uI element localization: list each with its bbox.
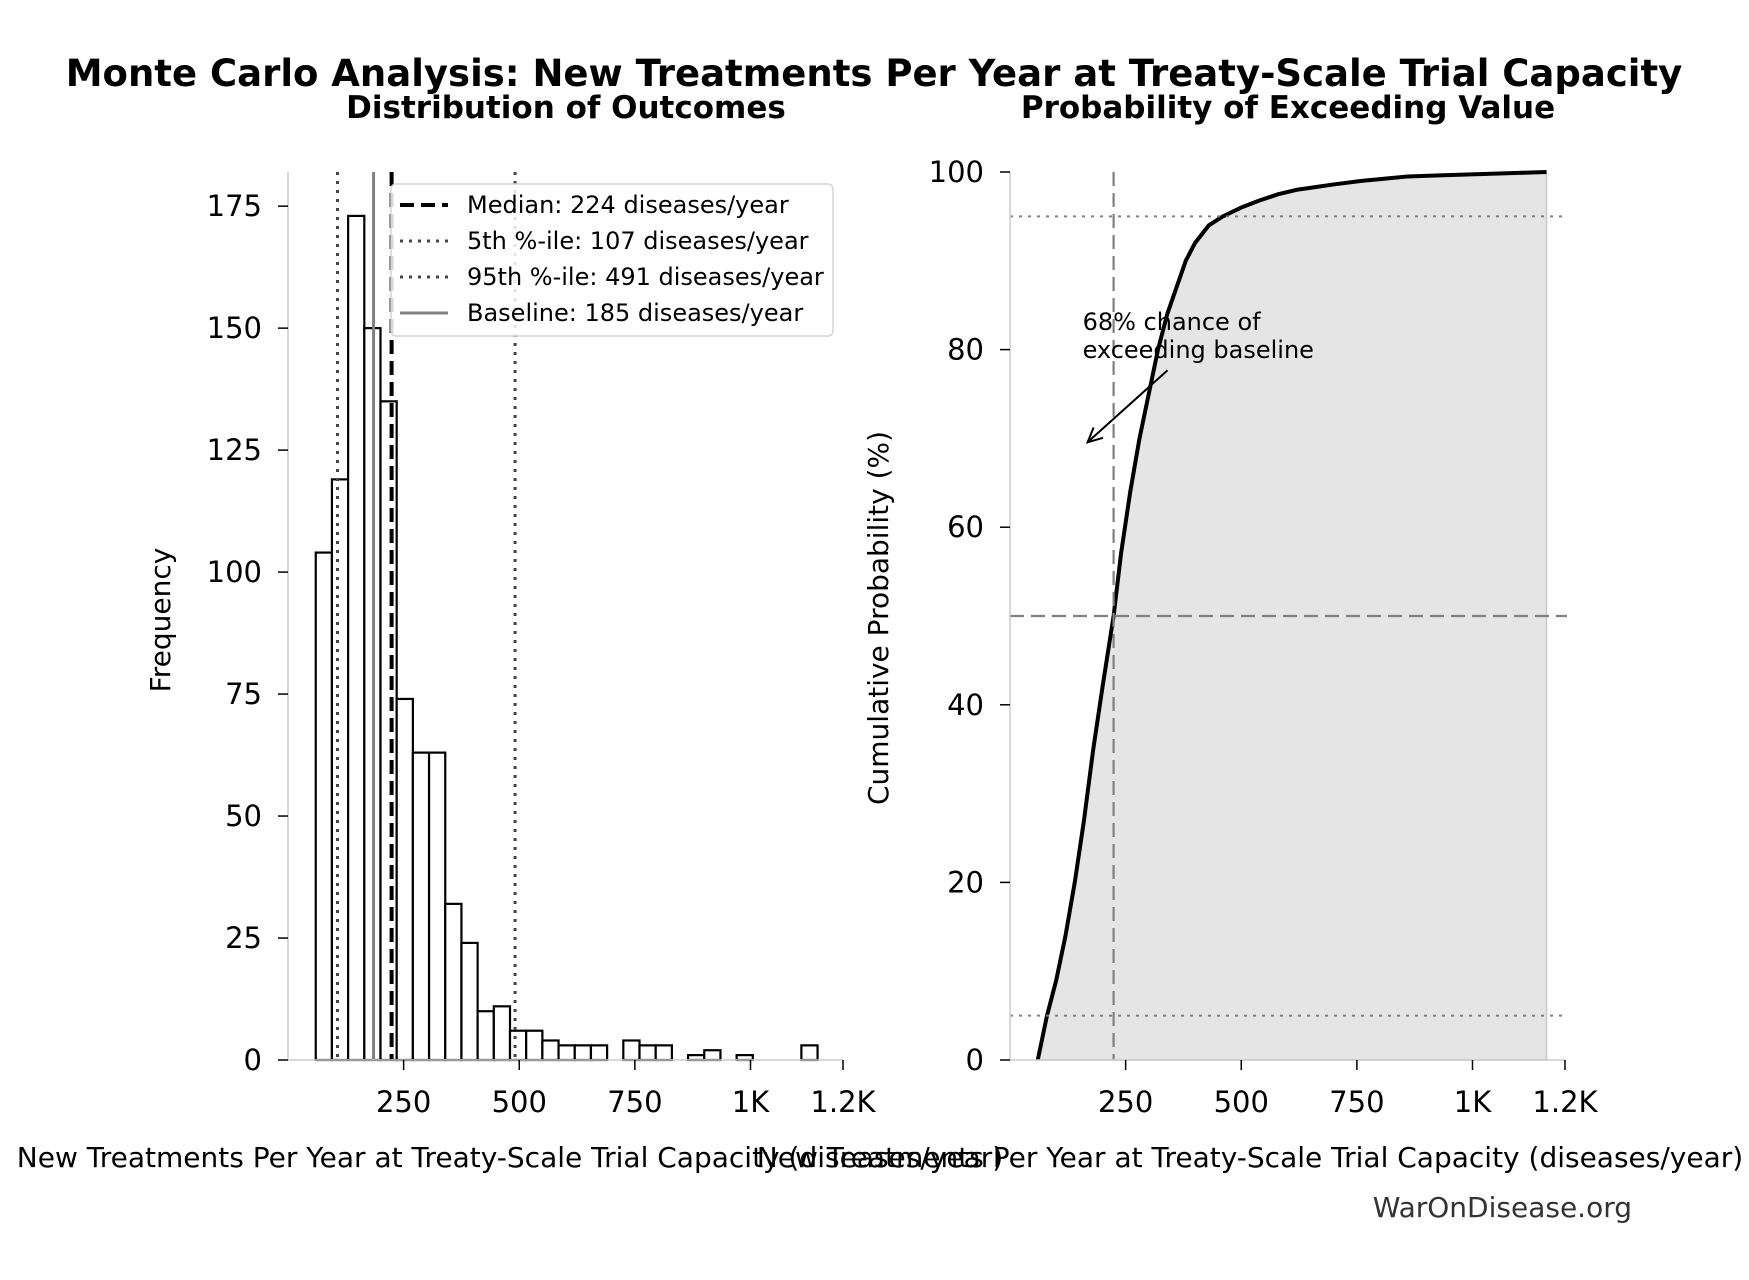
cdf-x-tick-label: 1.2K <box>1532 1085 1598 1119</box>
histogram-panel: Distribution of Outcomes 0 25 50 75 100 125 15… <box>17 90 1003 1174</box>
cdf-y-tick-label: 20 <box>947 865 984 899</box>
histogram-bar <box>654 1044 673 1062</box>
histogram-bar <box>476 1010 495 1062</box>
cdf-ylabel: Cumulative Probability (%) <box>862 431 895 805</box>
histogram-y-tick-label: 125 <box>207 433 262 467</box>
histogram-y-tick-label: 175 <box>207 189 262 223</box>
histogram-bar <box>525 1029 544 1062</box>
histogram-xlabel: New Treatments Per Year at Treaty-Scale … <box>17 1141 1003 1174</box>
histogram-bar <box>573 1044 593 1062</box>
histogram-y-tick-label: 100 <box>207 555 262 589</box>
annotation-arrow <box>1086 369 1169 444</box>
histogram-x-tick-label: 250 <box>376 1085 431 1119</box>
histogram-axes: 0 25 50 75 100 125 150 175 250 500 750 1K 1.2K <box>207 172 877 1119</box>
histogram-bar <box>557 1044 576 1062</box>
watermark: WarOnDisease.org <box>1373 1191 1632 1224</box>
histogram-y-tick-label: 0 <box>244 1043 262 1077</box>
cdf-xlabel: New Treatments Per Year at Treaty-Scale … <box>757 1141 1743 1174</box>
cdf-y-tick-label: 60 <box>947 510 984 544</box>
annotation-text: exceeding baseline <box>1083 336 1314 364</box>
histogram-bar <box>703 1049 722 1062</box>
cdf-axes: 0 20 40 60 80 100 250 500 750 1K 1.2K <box>929 155 1599 1119</box>
legend-box <box>390 183 834 337</box>
histogram-bar <box>460 941 479 1062</box>
histogram-bar <box>638 1044 657 1062</box>
histogram-bar <box>800 1044 819 1062</box>
histogram-bar <box>508 1029 528 1062</box>
histogram-y-tick-label: 25 <box>225 921 262 955</box>
histogram-ylabel: Frequency <box>144 548 177 693</box>
histogram-bar <box>411 751 431 1062</box>
histogram-bar <box>444 902 463 1062</box>
histogram-bar <box>379 400 398 1062</box>
cdf-line <box>1035 170 1547 1061</box>
histogram-y-tick-label: 150 <box>207 311 262 345</box>
cdf-y-tick-label: 100 <box>929 155 984 189</box>
histogram-legend: Median: 224 diseases/year 5th %-ile: 107 … <box>390 183 834 337</box>
histogram-bar <box>622 1039 641 1062</box>
cdf-panel: Probability of Exceeding Value 0 20 40 60 80… <box>757 90 1743 1174</box>
cdf-x-tick-label: 750 <box>1329 1085 1384 1119</box>
histogram-bar <box>347 214 366 1062</box>
histogram-y-tick-label: 75 <box>225 677 262 711</box>
annotation-text: 68% chance of <box>1083 308 1262 336</box>
legend-entry: Median: 224 diseases/year <box>467 191 789 219</box>
cdf-x-tick-label: 500 <box>1214 1085 1269 1119</box>
histogram-bar <box>492 1005 512 1062</box>
legend-entry: Baseline: 185 diseases/year <box>467 299 803 327</box>
cdf-y-tick-label: 40 <box>947 688 984 722</box>
annotation-arrowhead <box>1085 427 1104 444</box>
histogram-bar <box>589 1044 609 1062</box>
cdf-x-tick-label: 1K <box>1454 1085 1492 1119</box>
cdf-x-tick-label: 250 <box>1098 1085 1153 1119</box>
histogram-y-tick-label: 50 <box>225 799 262 833</box>
histogram-title: Distribution of Outcomes <box>346 90 786 126</box>
cdf-reference-lines <box>1010 172 1567 1060</box>
legend-entry: 5th %-ile: 107 diseases/year <box>467 227 809 255</box>
histogram-x-tick-label: 750 <box>607 1085 662 1119</box>
histogram-bar <box>395 697 414 1062</box>
legend-entry: 95th %-ile: 491 diseases/year <box>467 263 824 291</box>
histogram-bar <box>314 551 334 1062</box>
histogram-bar <box>427 751 447 1062</box>
cdf-title: Probability of Exceeding Value <box>1021 90 1555 126</box>
histogram-bar <box>541 1039 560 1062</box>
cdf-y-tick-label: 80 <box>947 333 984 367</box>
histogram-bar <box>330 478 350 1062</box>
histogram-x-tick-label: 500 <box>492 1085 547 1119</box>
histogram-x-tick-label: 1.2K <box>810 1085 876 1119</box>
cdf-y-tick-label: 0 <box>966 1043 984 1077</box>
figure-title: Monte Carlo Analysis: New Treatments Per… <box>66 52 1683 95</box>
histogram-x-tick-label: 1K <box>732 1085 770 1119</box>
